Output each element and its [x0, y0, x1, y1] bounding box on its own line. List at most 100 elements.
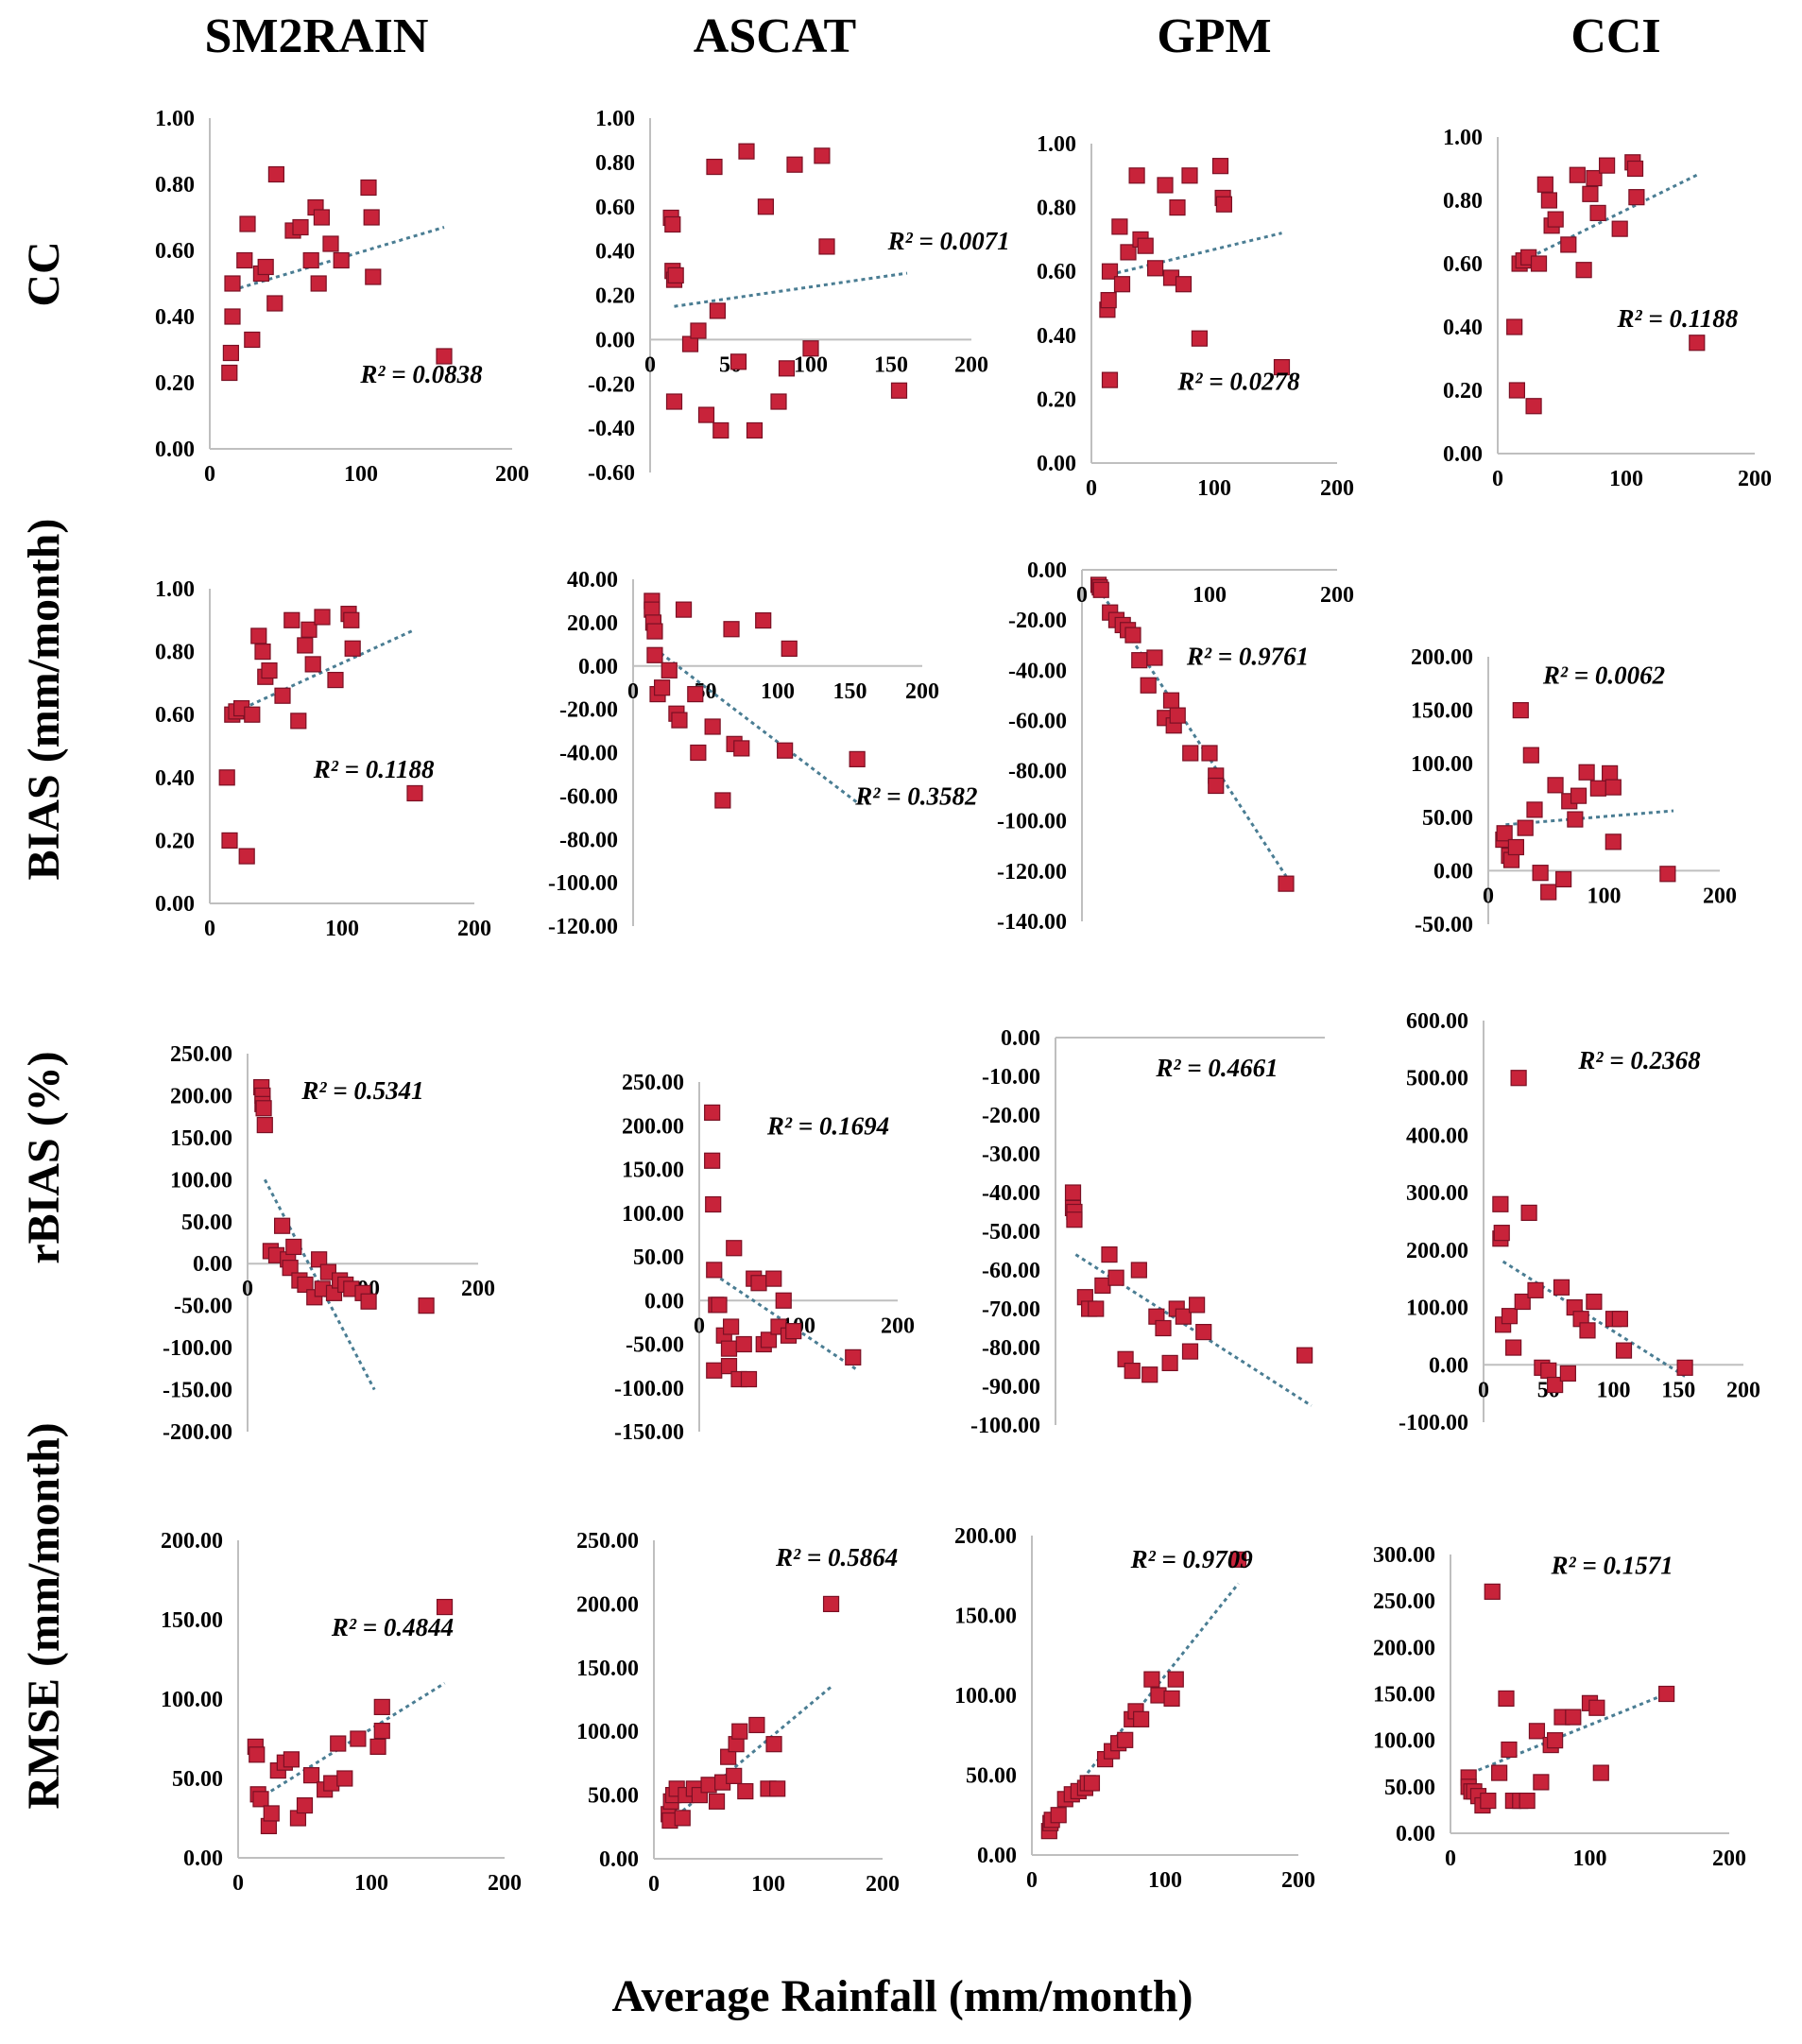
y-tick-label: 0.00 [595, 328, 635, 352]
trendline [263, 1178, 376, 1391]
y-tick-label: 0.00 [1433, 859, 1473, 884]
row-title-bias: BIAS (mm/month) [19, 519, 69, 881]
x-tick-label: 0 [648, 1872, 660, 1897]
data-point [333, 251, 350, 269]
r-squared-label: R² = 0.2368 [1577, 1046, 1701, 1074]
data-point [1555, 870, 1572, 888]
data-point [1296, 1347, 1313, 1364]
data-point [1611, 1311, 1628, 1328]
data-point [733, 740, 750, 757]
column-title-gpm: GPM [1157, 9, 1271, 63]
y-tick-label: -120.00 [997, 860, 1067, 885]
x-tick-label: 0 [1445, 1846, 1456, 1871]
data-point [1547, 211, 1564, 228]
x-tick-label: 200 [1712, 1846, 1746, 1871]
data-point [1498, 1690, 1515, 1708]
data-point [267, 165, 284, 183]
y-tick-label: -100.00 [548, 871, 618, 896]
data-point [360, 1293, 377, 1310]
y-tick-label: 0.00 [183, 1846, 223, 1871]
data-point [706, 158, 723, 176]
y-tick-label: 0.60 [155, 703, 195, 728]
data-point [740, 1370, 758, 1388]
trendline [1470, 1692, 1668, 1775]
data-point [436, 348, 453, 365]
y-tick-label: -0.60 [588, 461, 635, 486]
data-point [1540, 1362, 1557, 1379]
data-point [775, 1292, 792, 1309]
scatter-panels: 0.00 0.20 0.40 0.60 0.80 1.00 0 100 200 R² = 0.08… [155, 107, 1772, 1897]
data-point [1175, 276, 1193, 293]
data-point [704, 1104, 721, 1121]
data-point [661, 661, 678, 678]
data-point [1589, 204, 1606, 221]
y-tick-label: 0.20 [1443, 379, 1483, 404]
trendline [1502, 1260, 1686, 1378]
data-point [1146, 260, 1164, 277]
data-point [1208, 777, 1225, 795]
y-tick-label: 0.60 [1037, 260, 1076, 284]
data-point [646, 623, 663, 640]
x-tick-label: 0 [694, 1314, 705, 1338]
data-point [667, 266, 684, 284]
y-tick-label: -10.00 [982, 1065, 1040, 1090]
data-point [1117, 1731, 1134, 1748]
data-point [1578, 764, 1595, 781]
data-point [1229, 1551, 1247, 1568]
data-point [1278, 875, 1295, 892]
data-point [818, 238, 835, 255]
x-tick-label: 200 [1738, 467, 1772, 491]
y-tick-label: 200.00 [622, 1114, 684, 1139]
data-point [1517, 819, 1534, 836]
data-point [704, 1152, 721, 1169]
y-tick-label: 200.00 [576, 1592, 639, 1617]
data-point [1094, 1277, 1111, 1295]
data-point [1491, 1764, 1508, 1781]
y-tick-label: -50.00 [1415, 913, 1473, 937]
data-point [706, 1262, 723, 1279]
data-point [1492, 1195, 1509, 1212]
panel-bias-gpm: -140.00 -120.00 -100.00 -80.00 -60.00 -40.00 -… [997, 558, 1354, 935]
panel-rmse-sm2rain: 0.00 50.00 100.00 150.00 200.00 0 100 200 R² = 0… [161, 1529, 522, 1896]
data-point [300, 621, 317, 638]
y-tick-label: 0.00 [1396, 1822, 1435, 1846]
trendline [654, 647, 859, 804]
data-point [1175, 1308, 1192, 1325]
data-point [1520, 1204, 1537, 1221]
data-point [1611, 220, 1628, 237]
x-tick-label: 200 [1320, 583, 1354, 608]
data-point [1547, 777, 1564, 794]
x-tick-label: 150 [874, 352, 908, 377]
data-point [1567, 811, 1584, 828]
data-point [222, 344, 239, 362]
y-tick-label: 100.00 [1373, 1729, 1435, 1754]
x-tick-label: 0 [1483, 884, 1494, 908]
y-tick-label: 300.00 [1406, 1181, 1468, 1206]
data-point [1598, 157, 1616, 174]
data-point [1066, 1211, 1083, 1228]
y-tick-label: -100.00 [163, 1336, 232, 1361]
data-point [282, 1260, 299, 1277]
data-point [1130, 1262, 1147, 1279]
data-point [224, 308, 241, 325]
data-point [263, 1805, 280, 1822]
data-point [360, 179, 377, 197]
y-tick-label: 0.00 [578, 655, 618, 679]
panel-cc-sm2rain: 0.00 0.20 0.40 0.60 0.80 1.00 0 100 200 R² = 0.08… [155, 107, 529, 487]
y-tick-label: 250.00 [576, 1529, 639, 1554]
y-tick-label: 20.00 [567, 611, 618, 636]
y-tick-label: 50.00 [1422, 806, 1473, 831]
x-axis-title: Average Rainfall (mm/month) [612, 1971, 1193, 2021]
y-tick-label: 250.00 [1373, 1589, 1435, 1614]
x-tick-label: 200 [1726, 1378, 1760, 1402]
data-point [1588, 1699, 1605, 1716]
r-squared-label: R² = 0.1188 [313, 755, 435, 783]
data-point [735, 1335, 752, 1353]
data-point [1519, 1792, 1536, 1810]
data-point [1141, 1366, 1158, 1383]
y-tick-label: 150.00 [576, 1657, 639, 1681]
y-tick-label: 0.40 [1443, 316, 1483, 340]
data-point [1189, 1297, 1206, 1314]
data-point [704, 718, 721, 735]
x-tick-label: 100 [354, 1871, 388, 1896]
